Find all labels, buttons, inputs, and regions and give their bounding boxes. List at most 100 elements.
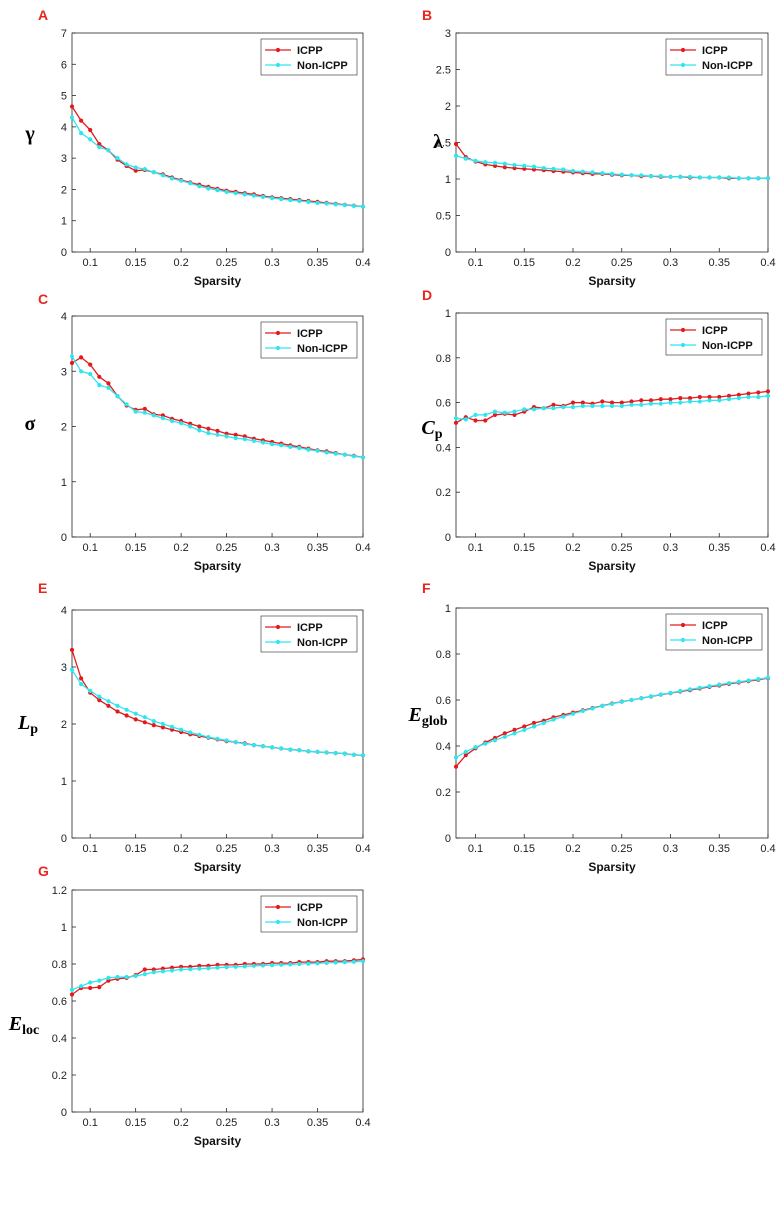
data-point	[288, 747, 293, 752]
x-axis-label: Sparsity	[194, 1134, 242, 1148]
x-tick-label: 0.4	[355, 257, 370, 269]
data-point	[315, 749, 320, 755]
data-point	[88, 127, 93, 133]
data-point	[324, 201, 329, 206]
data-point	[619, 172, 624, 177]
y-axis-label-subscript: p	[30, 722, 38, 737]
x-tick-label: 0.35	[709, 542, 730, 554]
data-point	[453, 764, 459, 769]
y-tick-label: 0	[445, 247, 451, 259]
data-point	[97, 978, 102, 983]
data-point	[88, 688, 93, 694]
data-point	[351, 454, 356, 459]
x-tick-label: 0.4	[760, 542, 775, 554]
data-point	[600, 403, 605, 409]
data-point	[169, 418, 175, 424]
data-point	[270, 963, 275, 968]
data-point	[541, 406, 546, 411]
data-point	[483, 418, 488, 423]
y-axis-label-main: λ	[433, 131, 443, 153]
panel-label: F	[422, 580, 431, 596]
data-point	[79, 676, 84, 681]
x-tick-label: 0.15	[125, 1117, 146, 1129]
data-point	[115, 703, 120, 708]
data-point	[756, 394, 761, 400]
data-point	[69, 987, 75, 993]
data-point	[360, 455, 366, 460]
x-tick-label: 0.4	[355, 843, 370, 855]
data-point	[570, 711, 576, 716]
data-point	[726, 681, 732, 686]
y-tick-label: 0.2	[436, 787, 451, 799]
data-point	[106, 699, 111, 704]
data-point	[590, 403, 595, 409]
data-point	[473, 745, 478, 750]
legend-marker	[275, 330, 281, 336]
data-point	[717, 175, 722, 180]
data-point	[342, 452, 347, 457]
data-point	[242, 741, 247, 747]
y-tick-label: 0.4	[436, 442, 451, 454]
data-point	[765, 389, 771, 394]
data-point	[179, 178, 184, 183]
data-point	[206, 426, 211, 431]
data-point	[288, 198, 293, 203]
data-point	[668, 690, 673, 696]
data-point	[551, 402, 556, 407]
data-point	[522, 724, 527, 729]
data-point	[97, 374, 102, 379]
legend-entry: ICPP	[297, 902, 323, 914]
data-point	[197, 184, 202, 189]
data-point	[639, 173, 644, 178]
data-point	[206, 735, 211, 740]
data-point	[463, 417, 468, 422]
data-point	[79, 984, 84, 989]
data-point	[551, 717, 556, 722]
data-point	[251, 963, 256, 968]
data-point	[124, 974, 129, 980]
data-point	[648, 398, 654, 403]
data-point	[233, 964, 238, 969]
data-point	[188, 730, 193, 735]
y-tick-label: 2	[61, 719, 67, 731]
panel-f: F 0 0.2 0.4 0.6 0.8 1 0.1 0.15 0.2 0.25 0.3 0.35 0.4 S…	[407, 580, 775, 874]
panel-d: D 0 0.2 0.4 0.6 0.8 1 0.1 0.15 0.2 0.25 0.3 0.35 0.4 S…	[421, 287, 775, 573]
y-axis-label-main: γ	[24, 123, 35, 145]
x-tick-label: 0.15	[125, 542, 146, 554]
data-point	[360, 204, 366, 209]
data-point	[79, 369, 84, 374]
data-point	[668, 174, 673, 179]
x-tick-label: 0.25	[611, 542, 632, 554]
data-point	[522, 727, 527, 733]
y-tick-label: 0.2	[52, 1070, 67, 1082]
data-point	[88, 985, 93, 991]
legend-marker	[275, 919, 281, 925]
y-tick-label: 3	[61, 366, 67, 378]
data-point	[502, 731, 507, 736]
panel-label: A	[38, 7, 48, 23]
data-point	[242, 964, 247, 969]
data-point	[717, 398, 722, 403]
data-point	[342, 751, 347, 756]
data-point	[97, 145, 102, 150]
x-tick-label: 0.2	[173, 257, 188, 269]
y-axis-label: Lp	[17, 712, 38, 737]
data-point	[279, 443, 284, 448]
data-point	[160, 173, 165, 178]
data-point	[648, 174, 654, 179]
data-point	[609, 171, 615, 176]
data-point	[746, 391, 751, 396]
legend: ICPP Non-ICPP	[260, 321, 358, 359]
data-point	[697, 685, 702, 690]
legend-entry: Non-ICPP	[702, 60, 753, 72]
data-point	[678, 688, 683, 694]
data-point	[133, 973, 138, 979]
data-point	[707, 175, 712, 180]
data-point	[297, 198, 302, 204]
y-axis-label-main: σ	[25, 413, 36, 435]
x-tick-label: 0.1	[83, 542, 98, 554]
data-point	[97, 694, 102, 699]
data-point	[726, 175, 732, 180]
data-point	[697, 399, 702, 404]
legend-entry: ICPP	[702, 620, 728, 632]
